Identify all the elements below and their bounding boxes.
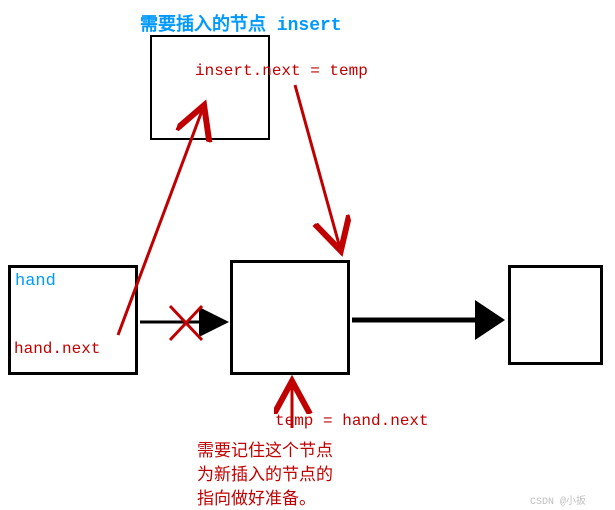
arrow-mid-to-right-head (475, 300, 505, 340)
watermark-label: CSDN @小扳 (530, 492, 586, 508)
mid-node-box (230, 260, 350, 375)
insert-next-label: insert.next = temp (195, 62, 368, 80)
temp-label: temp = hand.next (275, 412, 429, 430)
note-line-1: 需要记住这个节点 (197, 436, 333, 462)
hand-label: hand (15, 272, 56, 291)
right-node-box (508, 265, 603, 365)
arrow-insert-to-mid (295, 85, 340, 248)
insert-node-box (150, 35, 270, 140)
note-line-2: 为新插入的节点的 (197, 460, 333, 486)
hand-next-label: hand.next (14, 340, 100, 358)
cross-stroke-2 (170, 306, 202, 340)
title-label: 需要插入的节点 insert (140, 10, 342, 36)
note-line-3: 指向做好准备。 (197, 484, 316, 510)
cross-stroke-1 (170, 306, 202, 340)
